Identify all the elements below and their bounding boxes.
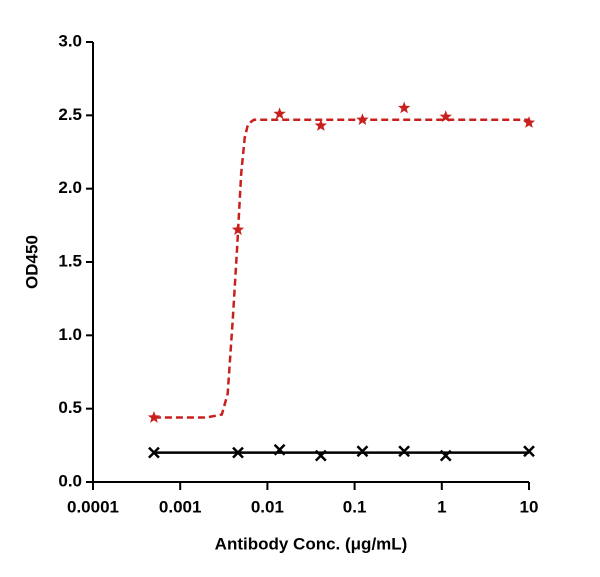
- x-tick-label: 1: [437, 497, 446, 516]
- star-marker: [522, 116, 536, 128]
- star-marker: [356, 113, 369, 125]
- x-tick-label: 10: [520, 497, 539, 516]
- x-marker: [148, 446, 160, 459]
- y-tick-label: 3.0: [58, 31, 82, 50]
- star-marker: [273, 107, 286, 120]
- x-axis-label: Antibody Conc. (μg/mL): [215, 534, 408, 553]
- x-marker: [232, 446, 244, 459]
- x-tick-label: 0.1: [343, 497, 367, 516]
- x-marker: [356, 445, 369, 458]
- x-marker: [273, 443, 286, 456]
- x-marker: [314, 449, 327, 462]
- star-marker: [397, 101, 411, 114]
- y-tick-label: 1.0: [58, 325, 82, 344]
- y-tick-label: 0.0: [58, 471, 82, 490]
- x-tick-label: 0.01: [251, 497, 284, 516]
- y-tick-label: 2.5: [58, 105, 82, 124]
- x-tick-label: 0.001: [159, 497, 202, 516]
- star-marker: [314, 119, 328, 131]
- x-marker: [439, 449, 452, 462]
- y-axis-label: OD450: [22, 235, 41, 289]
- x-marker: [398, 445, 411, 458]
- y-tick-label: 1.5: [58, 251, 82, 270]
- fit-curve: [153, 118, 529, 419]
- x-tick-label: 0.0001: [67, 497, 119, 516]
- y-tick-label: 2.0: [58, 178, 82, 197]
- y-tick-label: 0.5: [58, 398, 82, 417]
- star-marker: [147, 410, 161, 423]
- star-marker: [231, 223, 245, 235]
- x-marker: [523, 445, 535, 458]
- star-marker: [439, 110, 452, 123]
